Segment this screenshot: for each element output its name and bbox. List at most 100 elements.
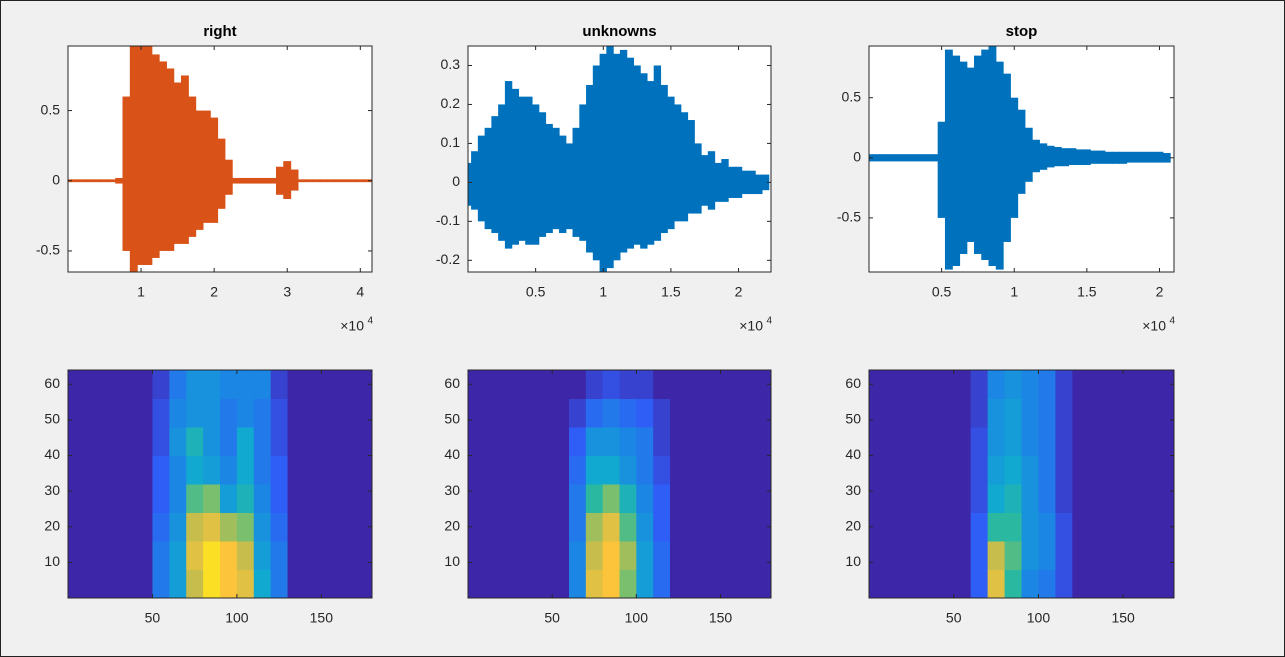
heatmap-cell xyxy=(84,427,103,456)
heatmap-cell xyxy=(468,370,486,399)
heatmap-cell xyxy=(1055,370,1073,399)
heatmap-cell xyxy=(338,484,356,513)
heatmap-cell xyxy=(518,512,536,542)
heatmap-cell xyxy=(186,370,204,399)
waveform-envelope xyxy=(973,55,982,254)
heatmap-cell xyxy=(754,541,771,570)
heatmap-cell xyxy=(953,398,972,428)
heatmap-cell xyxy=(1157,569,1174,598)
heatmap-cell xyxy=(135,370,153,399)
heatmap-cell xyxy=(970,427,989,456)
heatmap-cell xyxy=(754,512,771,542)
axes-box xyxy=(67,45,373,273)
heatmap-cell xyxy=(501,370,519,399)
heatmap-cell xyxy=(1021,512,1039,542)
heatmap-cell xyxy=(101,569,120,598)
waveform-envelope xyxy=(915,154,924,162)
heatmap-cell xyxy=(186,427,204,456)
heatmap-cell xyxy=(1089,370,1107,399)
heatmap-cell xyxy=(552,370,570,399)
heatmap-cell xyxy=(304,370,322,399)
heatmap-cell xyxy=(169,427,187,456)
heatmap-cell xyxy=(236,541,255,570)
heatmap-cell xyxy=(535,569,553,598)
heatmap-cell xyxy=(220,569,238,598)
waveform-envelope xyxy=(923,154,932,162)
y-tick-label: 10 xyxy=(845,553,861,569)
heatmap-cell xyxy=(1140,455,1158,485)
x-tick-label: 50 xyxy=(145,610,161,626)
heatmap-cell xyxy=(936,455,955,485)
y-tick-label: 0.3 xyxy=(441,56,461,72)
heatmap-cell xyxy=(970,512,989,542)
heatmap-cell xyxy=(287,427,305,456)
heatmap-cell xyxy=(970,370,989,399)
waveform-envelope xyxy=(144,46,153,265)
heatmap-cell xyxy=(720,427,738,456)
heatmap-cell xyxy=(501,398,519,428)
heatmap-cell xyxy=(484,484,503,513)
waveform-envelope xyxy=(195,110,204,230)
y-tick-label: -0.5 xyxy=(36,242,60,258)
heatmap-cell xyxy=(585,484,604,513)
heatmap-cell xyxy=(1089,512,1107,542)
heatmap-cell xyxy=(169,541,187,570)
heatmap-cell xyxy=(338,455,356,485)
heatmap-cell xyxy=(1038,512,1056,542)
heatmap-cell xyxy=(68,370,86,399)
heatmap-cell xyxy=(287,484,305,513)
heatmap-cell xyxy=(737,512,755,542)
waveform-envelope xyxy=(93,179,102,183)
waveform-envelope xyxy=(646,81,655,245)
waveform-envelope xyxy=(1162,152,1171,163)
waveform-envelope xyxy=(471,151,479,210)
heatmap-cell xyxy=(585,541,604,570)
heatmap-cell xyxy=(84,370,103,399)
plot-area xyxy=(468,370,771,598)
heatmap-cell xyxy=(552,398,570,428)
heatmap-cell xyxy=(270,427,289,456)
heatmap-cell xyxy=(253,541,272,570)
heatmap-cell xyxy=(135,512,153,542)
heatmap-cell xyxy=(186,398,204,428)
plot-area xyxy=(68,46,372,272)
heatmap-cell xyxy=(670,484,688,513)
heatmap-cell xyxy=(236,398,255,428)
x-multiplier: ×10 xyxy=(739,318,763,334)
heatmap-cell xyxy=(84,512,103,542)
heatmap-cell xyxy=(535,484,553,513)
heatmap-cell xyxy=(118,455,137,485)
heatmap-cell xyxy=(1038,370,1056,399)
heatmap-cell xyxy=(1055,484,1073,513)
x-tick-label: 0.5 xyxy=(526,284,546,300)
y-tick-label: 0.5 xyxy=(842,88,862,104)
waveform-envelope xyxy=(586,84,594,253)
axes-box xyxy=(467,45,772,273)
heatmap-cell xyxy=(670,427,688,456)
heatmap-cell xyxy=(569,370,587,399)
heatmap-cell xyxy=(468,512,486,542)
heatmap-cell xyxy=(919,427,938,456)
heatmap-cell xyxy=(169,569,187,598)
heatmap-cell xyxy=(84,398,103,428)
heatmap-cell xyxy=(1072,569,1090,598)
waveform-envelope xyxy=(1133,151,1142,163)
heatmap-cell xyxy=(501,427,519,456)
waveform-envelope xyxy=(224,159,233,195)
y-tick-label: 30 xyxy=(44,482,60,498)
heatmap-cell xyxy=(186,512,204,542)
waveform-envelope xyxy=(687,120,695,214)
heatmap-cell xyxy=(1072,427,1090,456)
heatmap-cell xyxy=(754,569,771,598)
heatmap-cell xyxy=(220,512,238,542)
heatmap-cell xyxy=(953,427,972,456)
waveform-envelope xyxy=(1017,109,1026,194)
heatmap-cell xyxy=(468,569,486,598)
waveform-envelope xyxy=(239,177,248,184)
heatmap-cell xyxy=(987,512,1006,542)
y-tick-label: 40 xyxy=(44,446,60,462)
waveform-envelope xyxy=(1053,146,1062,167)
waveform-envelope xyxy=(151,54,160,258)
waveform-envelope xyxy=(545,123,553,234)
